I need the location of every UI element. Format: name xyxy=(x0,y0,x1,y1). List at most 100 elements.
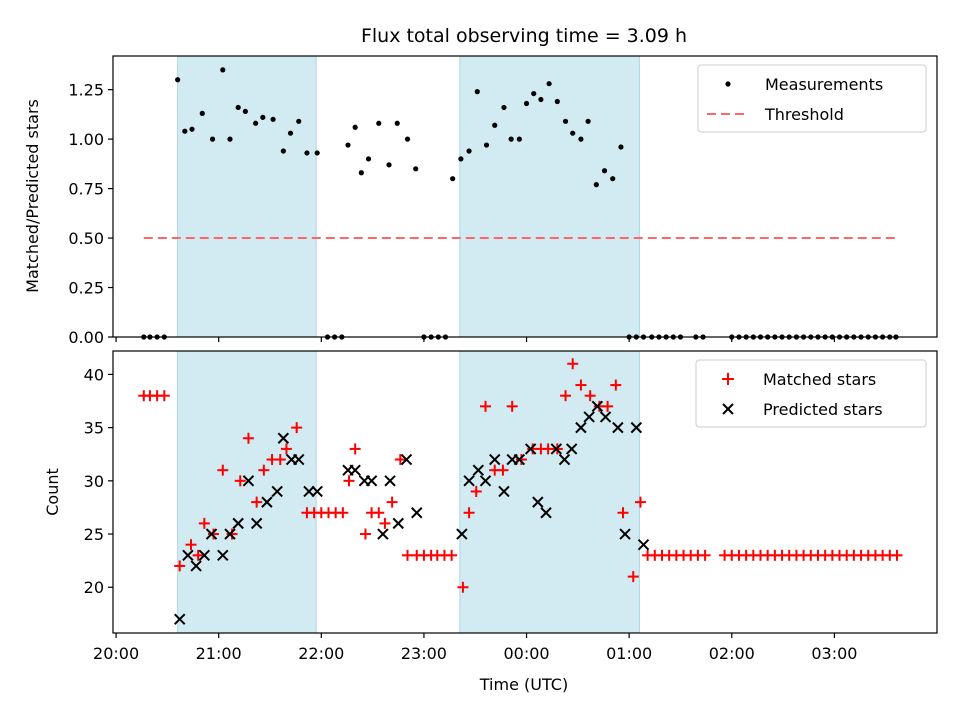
predicted-star-point xyxy=(612,421,624,434)
matched-star-point xyxy=(251,496,263,508)
y-tick-label: 0.75 xyxy=(68,180,104,199)
predicted-star-point xyxy=(637,538,650,551)
predicted-star-point xyxy=(463,475,475,487)
bottom-legend: Matched stars Predicted stars xyxy=(695,359,927,428)
predicted-star-point xyxy=(232,517,244,530)
predicted-star-point xyxy=(400,453,413,466)
measurement-point xyxy=(458,156,464,162)
predicted-star-point xyxy=(311,485,323,498)
predicted-star-d2 xyxy=(250,517,263,530)
x-axis-label: Time (UTC) xyxy=(479,675,568,694)
predicted-star-point xyxy=(377,528,389,540)
matched-star-point xyxy=(192,549,204,561)
predicted-stars-points xyxy=(173,400,650,625)
predicted-star-d2 xyxy=(349,464,361,476)
predicted-star-d2 xyxy=(565,443,578,455)
measurement-point xyxy=(227,136,233,142)
measurement-point xyxy=(352,124,358,130)
predicted-star-d2 xyxy=(173,613,186,625)
predicted-star-point xyxy=(498,485,510,498)
y-tick-label: 20 xyxy=(84,578,104,597)
predicted-star-point xyxy=(271,485,283,498)
predicted-star-point xyxy=(550,443,563,455)
predicted-star-point xyxy=(217,549,229,562)
matched-star-point xyxy=(386,496,398,508)
predicted-star-d2 xyxy=(411,507,423,519)
predicted-star-d2 xyxy=(540,507,552,519)
matched-stars-points xyxy=(138,358,903,593)
measurement-point xyxy=(578,136,584,142)
y-tick-label: 1.00 xyxy=(68,130,104,149)
matched-star-point xyxy=(379,517,391,529)
predicted-star-d2 xyxy=(311,485,323,498)
measurement-point xyxy=(601,168,608,174)
legend-matched-label: Matched stars xyxy=(763,370,876,389)
matched-star-point xyxy=(463,507,475,519)
measurement-point xyxy=(570,130,576,136)
predicted-star-d2 xyxy=(182,549,194,562)
matched-star-point xyxy=(699,549,711,561)
matched-star-point xyxy=(560,390,572,402)
predicted-star-point xyxy=(591,400,604,413)
matched-star-point xyxy=(602,400,614,412)
predicted-star-d2 xyxy=(583,411,595,423)
matched-star-point xyxy=(457,581,469,593)
x-tick-label: 00:00 xyxy=(503,644,549,663)
predicted-star-point xyxy=(349,464,361,476)
matched-star-point xyxy=(198,517,210,529)
predicted-star-d2 xyxy=(532,496,544,508)
measurement-point xyxy=(280,148,286,154)
measurement-point xyxy=(483,142,490,148)
measurement-point xyxy=(358,170,364,176)
predicted-star-point xyxy=(489,453,501,466)
y-tick-label: 0.50 xyxy=(68,229,104,248)
x-tick-label: 03:00 xyxy=(811,644,857,663)
predicted-star-point xyxy=(558,453,571,466)
matched-star-point xyxy=(394,454,406,466)
matched-star-point xyxy=(402,549,414,561)
x-tick-label: 20:00 xyxy=(93,644,139,663)
x-tick-label: 02:00 xyxy=(709,644,755,663)
measurement-point xyxy=(253,120,259,126)
top-axes-frame xyxy=(112,55,938,338)
matched-star-point xyxy=(242,432,254,444)
legend-measurements-marker xyxy=(725,81,731,87)
matched-star-point xyxy=(446,549,458,561)
measurement-point xyxy=(235,104,241,111)
matched-star-point xyxy=(891,549,903,561)
predicted-star-d2 xyxy=(224,528,236,540)
matched-star-point xyxy=(610,379,622,391)
predicted-star-point xyxy=(411,507,423,519)
predicted-star-d2 xyxy=(463,475,475,487)
matched-star-point xyxy=(506,400,518,412)
predicted-star-d2 xyxy=(261,496,273,508)
shaded-interval xyxy=(459,56,640,337)
predicted-star-point xyxy=(224,528,236,540)
bottom-y-ticks: 20 25 30 35 40 xyxy=(84,365,113,597)
matched-star-point xyxy=(515,454,527,466)
predicted-star-d2 xyxy=(242,475,255,487)
predicted-star-d2 xyxy=(190,560,202,572)
predicted-star-d2 xyxy=(271,485,283,498)
predicted-star-point xyxy=(277,432,290,444)
predicted-star-d2 xyxy=(392,517,404,530)
matched-star-point xyxy=(373,507,385,519)
y-tick-label: 35 xyxy=(84,419,104,438)
shaded-interval xyxy=(459,351,640,633)
predicted-star-d2 xyxy=(472,464,485,476)
measurement-point xyxy=(450,176,456,182)
matched-star-point xyxy=(337,507,349,519)
y-tick-label: 25 xyxy=(84,525,104,544)
bottom-x-ticks: 20:00 21:00 22:00 23:00 00:00 01:00 02:00 03:00 xyxy=(93,633,857,663)
shaded-interval xyxy=(177,351,317,633)
top-panel: 0.00 0.25 0.50 0.75 1.00 1.25 Matched/Predict… xyxy=(23,55,938,347)
measurement-point xyxy=(593,182,599,188)
measurement-point xyxy=(523,100,530,107)
measurement-point xyxy=(175,77,181,83)
matched-star-point xyxy=(617,507,629,519)
predicted-star-d2 xyxy=(630,421,643,434)
matched-star-point xyxy=(185,539,197,551)
predicted-star-point xyxy=(182,549,194,562)
measurement-point xyxy=(270,116,276,122)
